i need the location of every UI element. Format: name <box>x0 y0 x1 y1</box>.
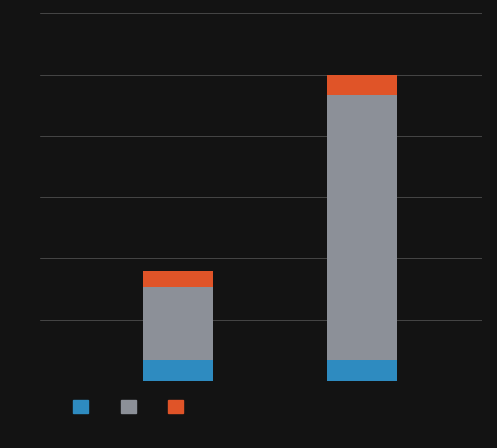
Legend: , , : , , <box>68 395 189 418</box>
Bar <box>328 95 397 360</box>
Bar <box>328 360 397 381</box>
Bar <box>143 271 213 287</box>
Bar <box>328 75 397 95</box>
Bar <box>143 287 213 360</box>
Bar <box>143 360 213 381</box>
